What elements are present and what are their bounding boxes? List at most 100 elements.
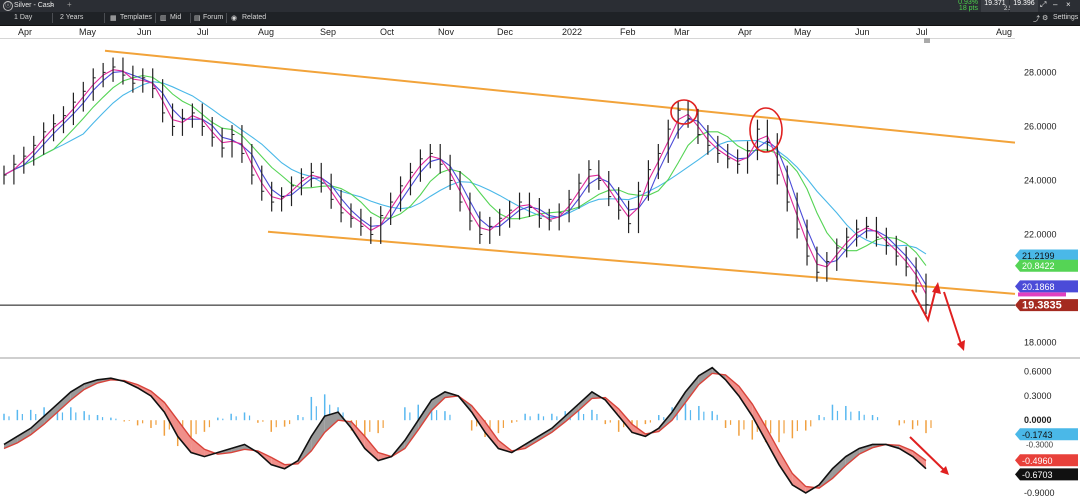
month-label-jun: Jun bbox=[137, 27, 152, 37]
month-label-sep: Sep bbox=[320, 27, 337, 37]
macd-fill-segment bbox=[672, 391, 686, 421]
month-label-feb: Feb bbox=[620, 27, 636, 37]
macd-value-badge: -0.6703 bbox=[1015, 468, 1078, 481]
macd-fill-segment bbox=[685, 375, 699, 403]
candles bbox=[3, 57, 929, 315]
ask-price: 19.396 bbox=[1013, 0, 1035, 7]
window-title-bar: ⓘ Silver - Cash ⌕ + 0.93% 18 pts 19.371 … bbox=[0, 0, 1080, 12]
macd-fill-segment bbox=[738, 386, 753, 417]
forum-icon[interactable]: ▤ bbox=[194, 15, 201, 22]
macd-tick-label-hidden: -0.3000 bbox=[1026, 440, 1054, 449]
change-readout: 0.93% 18 pts bbox=[948, 0, 978, 12]
annotation-circle bbox=[670, 99, 698, 125]
macd-fill-segment bbox=[698, 367, 713, 385]
ma-slowest-badge-bg bbox=[1015, 249, 1078, 262]
macd-fill-segment bbox=[84, 379, 98, 390]
macd-fill-segment bbox=[231, 444, 245, 453]
macd-fill-segment bbox=[177, 420, 192, 453]
channel-upper-line bbox=[104, 49, 1016, 144]
current-price-badge-bg bbox=[1015, 299, 1078, 312]
macd-fill-segment bbox=[418, 399, 432, 430]
mid-icon[interactable]: ▥ bbox=[160, 15, 167, 22]
macd-histogram-badge-text: -0.1743 bbox=[1022, 430, 1053, 440]
signal-line bbox=[3, 372, 927, 489]
macd-tick-label: -0.9000 bbox=[1024, 488, 1055, 498]
macd-fill-segment bbox=[565, 404, 579, 422]
macd-fill-segment bbox=[485, 421, 499, 449]
macd-fill-segment bbox=[578, 391, 592, 411]
ma-fast-line bbox=[3, 69, 927, 295]
macd-fill-segment bbox=[832, 456, 846, 479]
macd-fill-segment bbox=[404, 420, 419, 449]
instrument-title[interactable]: Silver - Cash bbox=[14, 2, 55, 9]
expand-icon[interactable]: ⤢ bbox=[1040, 0, 1047, 9]
month-label-may: May bbox=[79, 27, 97, 37]
macd-line bbox=[3, 366, 927, 494]
macd-fill-segment bbox=[4, 436, 18, 449]
annotations bbox=[670, 99, 965, 475]
current-price-badge-text: 19.3835 bbox=[1022, 300, 1062, 312]
related-icon[interactable]: ◉ bbox=[231, 15, 238, 22]
price-tick-label: 24.0000 bbox=[1024, 175, 1057, 185]
macd-fill-segment bbox=[57, 391, 71, 413]
month-label-dec: Dec bbox=[497, 27, 514, 37]
macd-fill-segment bbox=[30, 416, 45, 435]
signal-value-badge-bg bbox=[1015, 454, 1078, 467]
month-label-jul: Jul bbox=[916, 27, 928, 37]
current-price-badge: 19.3835 bbox=[1015, 299, 1078, 312]
month-label-mar: Mar bbox=[674, 27, 690, 37]
forum-button[interactable]: Forum bbox=[203, 14, 224, 21]
macd-fill-segment bbox=[191, 437, 205, 457]
toolbar-divider bbox=[190, 13, 191, 23]
templates-button[interactable]: Templates bbox=[120, 14, 152, 21]
macd-histogram-badge-bg bbox=[1015, 428, 1078, 441]
macd-fill-segment bbox=[525, 436, 539, 449]
toolbar-divider bbox=[104, 13, 105, 23]
macd-fill-segment bbox=[752, 404, 766, 441]
signal-value-badge-text: -0.4960 bbox=[1022, 456, 1053, 466]
macd-fill-segment bbox=[792, 473, 806, 493]
share-icon[interactable]: ⤴ bbox=[1033, 16, 1040, 23]
mid-button[interactable]: Mid bbox=[170, 14, 182, 21]
price-tick-label: 26.0000 bbox=[1024, 121, 1057, 131]
search-icon[interactable]: ⌕ bbox=[50, 0, 55, 9]
macd-fill-segment bbox=[471, 405, 486, 433]
month-label-oct: Oct bbox=[380, 27, 395, 37]
macd-fill-segment bbox=[17, 428, 31, 443]
chart-scroll-marker-icon[interactable] bbox=[924, 38, 930, 43]
toolbar-divider bbox=[155, 13, 156, 23]
settings-button[interactable]: Settings bbox=[1053, 14, 1079, 21]
range-select[interactable]: 2 Years bbox=[60, 14, 84, 21]
ask-box[interactable]: 19.396 bbox=[1010, 0, 1038, 12]
related-button[interactable]: Related bbox=[242, 14, 267, 21]
templates-icon[interactable]: ▦ bbox=[110, 15, 117, 22]
axis-labels: 28.0000 26.0000 24.0000 22.0000 18.0000 0.600… bbox=[1015, 67, 1078, 498]
timeframe-select[interactable]: 1 Day bbox=[14, 14, 33, 21]
settings-icon[interactable]: ⚙ bbox=[1042, 15, 1049, 22]
add-tab-icon[interactable]: + bbox=[67, 0, 72, 9]
annotation-arrowhead bbox=[932, 282, 941, 294]
ma-mid-line bbox=[3, 70, 927, 286]
bid-box[interactable]: 19.371 bbox=[981, 0, 1009, 12]
annotation-arrow-macd bbox=[909, 436, 947, 473]
close-icon[interactable]: × bbox=[1066, 0, 1071, 9]
spread: 2.5 bbox=[1004, 6, 1013, 12]
macd-fill-segment bbox=[765, 426, 780, 465]
macd-fill-segment bbox=[779, 450, 793, 485]
macd-fill-segment bbox=[538, 428, 552, 441]
macd-fill-segment bbox=[845, 448, 860, 466]
macd-fill-segment bbox=[164, 402, 178, 437]
macd-fill-segment bbox=[324, 412, 339, 433]
macd-fill-segment bbox=[271, 457, 285, 469]
macd-tick-label: 0.6000 bbox=[1024, 367, 1052, 377]
macd-pane bbox=[3, 366, 932, 494]
minimize-icon[interactable]: – bbox=[1053, 0, 1058, 9]
month-label-aug: Aug bbox=[258, 27, 275, 37]
month-label-jun: Jun bbox=[855, 27, 870, 37]
price-tick-label: 28.0000 bbox=[1024, 67, 1057, 77]
instrument-icon: ⓘ bbox=[3, 1, 13, 11]
macd-fill-segment bbox=[378, 452, 392, 461]
macd-value-badge-text: -0.6703 bbox=[1022, 470, 1053, 480]
month-label-2022: 2022 bbox=[562, 27, 583, 37]
